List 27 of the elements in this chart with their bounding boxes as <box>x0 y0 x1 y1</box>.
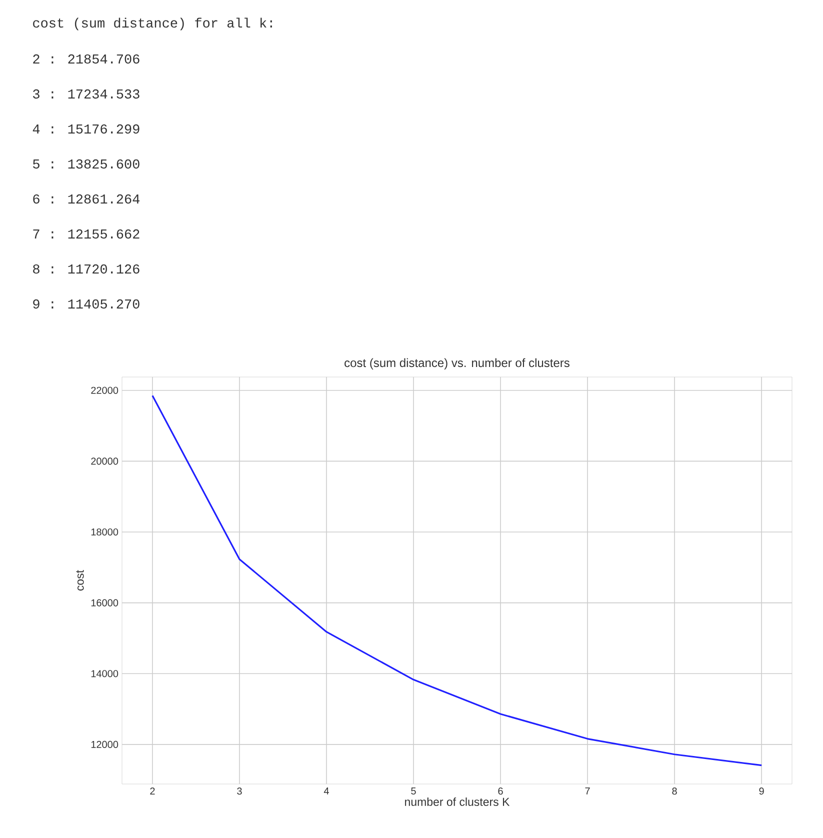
x-tick-label: 3 <box>237 788 242 795</box>
text: 9 : 11405.270 <box>33 299 140 309</box>
y-tick-label: 12000 <box>91 740 118 748</box>
y-tick-label: 20000 <box>91 458 118 465</box>
text: 8 : 11720.126 <box>33 264 140 274</box>
x-tick-label: 9 <box>759 788 764 795</box>
y-tick-label: 18000 <box>91 528 118 536</box>
text: 5 : 13825.600 <box>33 159 140 169</box>
text: cost (sum distance) for all k: <box>33 18 272 30</box>
x-axis-title: number of clusters K <box>405 797 510 806</box>
y-tick-label: 16000 <box>91 599 118 606</box>
text: 4 : 15176.299 <box>32 124 140 134</box>
y-tick-label: 22000 <box>91 386 118 394</box>
x-tick-label: 2 <box>150 788 155 795</box>
text: 6 : 12861.264 <box>33 194 140 204</box>
x-tick-label: 5 <box>411 788 416 795</box>
chart-title: cost (sum distance) vs. number of clusters <box>344 358 570 370</box>
text: 7 : 12155.662 <box>33 229 140 239</box>
y-tick-label: 14000 <box>91 670 118 678</box>
text: 2 : 21854.706 <box>33 54 140 64</box>
x-tick-label: 7 <box>585 788 590 794</box>
line-series <box>152 394 762 766</box>
x-tick-label: 8 <box>672 788 677 795</box>
y-axis-title: cost <box>76 570 84 591</box>
x-tick-label: 6 <box>498 788 503 795</box>
x-tick-label: 4 <box>324 788 329 794</box>
text: 3 : 17234.533 <box>33 89 140 99</box>
